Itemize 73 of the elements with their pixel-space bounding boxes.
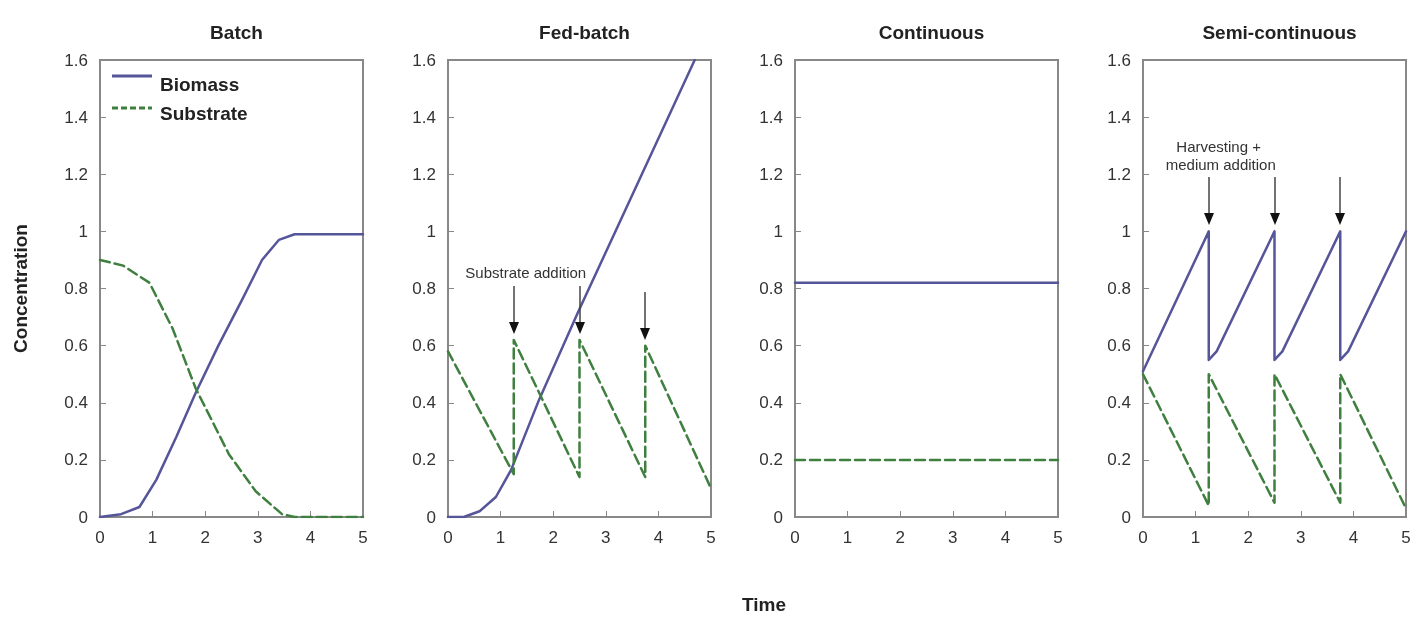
x-tick-label: 1 bbox=[495, 528, 506, 547]
x-tick-label: 4 bbox=[1000, 528, 1011, 547]
line-series bbox=[446, 338, 713, 490]
legend-label: Substrate bbox=[160, 103, 248, 124]
x-tick-label: 0 bbox=[95, 528, 105, 547]
y-tick-label: 0.4 bbox=[1107, 393, 1131, 413]
chart-title: Continuous bbox=[878, 22, 985, 43]
x-tick-label: 1 bbox=[1190, 528, 1201, 547]
y-tick-label: 1.2 bbox=[64, 164, 88, 184]
x-tick-label: 2 bbox=[548, 528, 558, 547]
x-tick-label: 3 bbox=[601, 528, 611, 547]
y-tick-label: 0.6 bbox=[64, 336, 88, 356]
x-tick-label: 3 bbox=[253, 528, 263, 547]
y-tick-label: 0.2 bbox=[759, 450, 783, 470]
x-tick-label: 4 bbox=[305, 528, 316, 547]
y-tick-label: 0 bbox=[773, 507, 783, 527]
legend-label: Biomass bbox=[160, 74, 240, 95]
x-tick-label: 4 bbox=[653, 528, 664, 547]
y-tick-label: 0 bbox=[426, 507, 436, 527]
x-tick-label: 1 bbox=[842, 528, 853, 547]
line-series bbox=[446, 58, 696, 519]
y-tick-label: 1.6 bbox=[1107, 50, 1131, 70]
y-tick-label: 0.2 bbox=[64, 450, 88, 470]
y-tick-label: 0.4 bbox=[64, 393, 88, 413]
y-tick-label: 0.2 bbox=[1107, 450, 1131, 470]
annotation: Harvesting + medium addition bbox=[1165, 137, 1276, 173]
y-tick-label: 0.6 bbox=[759, 336, 783, 356]
x-tick-label: 0 bbox=[443, 528, 453, 547]
y-tick-label: 1.2 bbox=[412, 164, 436, 184]
y-tick-label: 0.4 bbox=[412, 393, 436, 413]
y-tick-label: 1.6 bbox=[412, 50, 436, 70]
chart-title: Semi-continuous bbox=[1202, 22, 1357, 43]
x-tick-label: 0 bbox=[1138, 528, 1148, 547]
y-tick-label: 1.6 bbox=[64, 50, 88, 70]
y-tick-label: 0 bbox=[1121, 507, 1131, 527]
x-tick-label: 5 bbox=[1401, 528, 1411, 547]
y-tick-label: 1.6 bbox=[759, 50, 783, 70]
x-tick-label: 4 bbox=[1348, 528, 1359, 547]
x-tick-label: 3 bbox=[948, 528, 958, 547]
y-tick-label: 0.6 bbox=[412, 336, 436, 356]
x-axis-title: Time bbox=[741, 594, 787, 615]
y-tick-label: 1 bbox=[78, 221, 88, 241]
x-tick-label: 2 bbox=[200, 528, 210, 547]
x-tick-label: 0 bbox=[790, 528, 800, 547]
x-tick-label: 2 bbox=[1243, 528, 1253, 547]
y-tick-label: 1.2 bbox=[1107, 164, 1131, 184]
y-tick-label: 1.4 bbox=[64, 107, 88, 127]
y-tick-label: 1.4 bbox=[759, 107, 783, 127]
x-tick-label: 5 bbox=[1053, 528, 1063, 547]
x-tick-label: 1 bbox=[147, 528, 158, 547]
y-tick-label: 0.4 bbox=[759, 393, 783, 413]
y-tick-label: 0.8 bbox=[1107, 279, 1131, 298]
y-tick-label: 1 bbox=[426, 221, 436, 241]
line-series bbox=[1141, 230, 1408, 373]
y-tick-label: 0.6 bbox=[1107, 336, 1131, 356]
y-tick-label: 0 bbox=[78, 507, 88, 527]
x-tick-label: 2 bbox=[895, 528, 905, 547]
y-tick-label: 0.8 bbox=[64, 279, 88, 298]
chart-title: Batch bbox=[210, 22, 263, 43]
annotation: Substrate addition bbox=[465, 264, 587, 282]
y-tick-label: 1.4 bbox=[412, 107, 436, 127]
y-tick-label: 1.4 bbox=[1107, 107, 1131, 127]
x-tick-label: 5 bbox=[706, 528, 716, 547]
x-tick-label: 3 bbox=[1296, 528, 1306, 547]
y-tick-label: 1.2 bbox=[759, 164, 783, 184]
y-tick-label: 1 bbox=[1121, 221, 1131, 241]
y-tick-label: 0.2 bbox=[412, 450, 436, 470]
y-tick-label: 0.8 bbox=[759, 279, 783, 298]
chart-title: Fed-batch bbox=[539, 22, 630, 43]
x-tick-label: 5 bbox=[358, 528, 368, 547]
y-tick-label: 0.8 bbox=[412, 279, 436, 298]
y-axis-title: Concentration bbox=[10, 224, 31, 353]
y-tick-label: 1 bbox=[773, 221, 783, 241]
